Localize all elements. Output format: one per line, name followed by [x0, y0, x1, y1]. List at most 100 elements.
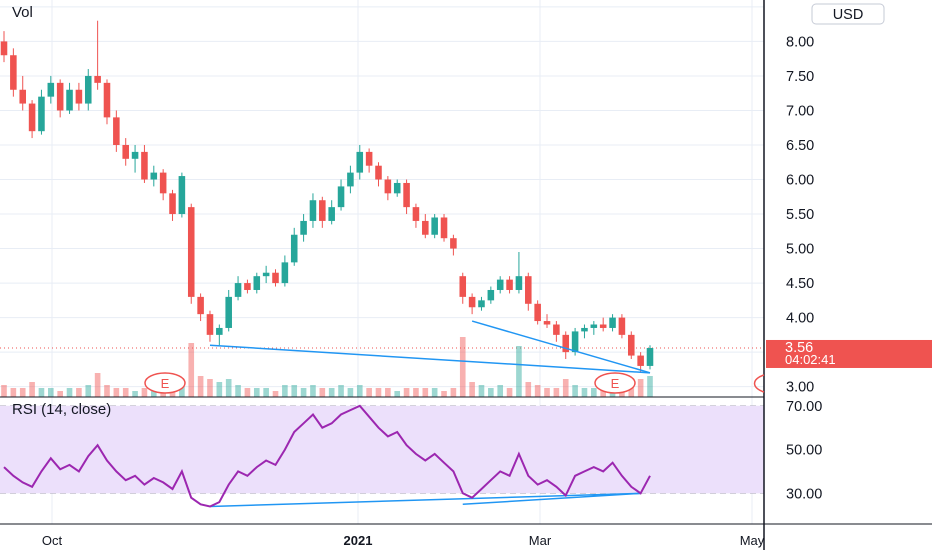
candle-body [384, 179, 392, 194]
candle-body [375, 165, 382, 180]
candle-body [150, 172, 158, 180]
candle-body [169, 193, 176, 215]
candle-body [468, 296, 476, 308]
rsi-trendline-short [462, 492, 641, 506]
price-tick-label: 7.50 [786, 69, 814, 85]
last-price-tag: 3.56 04:02:41 [766, 339, 932, 368]
volume-bar [216, 382, 223, 397]
volume-bar [356, 385, 363, 397]
volume-bar [38, 388, 45, 397]
candle-body [131, 151, 139, 159]
tick-labels: 3.003.504.004.505.005.506.006.507.007.50… [42, 34, 822, 548]
currency-button[interactable]: USD [811, 3, 885, 25]
volume-bar [141, 388, 148, 397]
candle-body [637, 355, 644, 366]
rsi-tick-label: 50.00 [786, 443, 822, 459]
volume-bar [94, 373, 101, 397]
candle-body [75, 89, 83, 104]
currency-button-label: USD [833, 7, 864, 23]
candle-body [113, 117, 120, 145]
volume-bar [534, 385, 541, 397]
candle-body [290, 234, 298, 263]
candle-body [356, 151, 364, 173]
trendlines[interactable] [209, 320, 651, 508]
candle-body [262, 272, 270, 277]
candle-body [347, 172, 354, 187]
candle-body [56, 82, 64, 111]
price-tick-label: 6.00 [786, 173, 814, 189]
earnings-marker-partial [753, 374, 765, 393]
volume-bar [488, 388, 494, 397]
earnings-marker[interactable]: E [594, 372, 636, 394]
countdown-label: 04:02:41 [785, 352, 836, 367]
candle-body [281, 262, 289, 284]
volume-bar [282, 385, 288, 397]
candle-body [431, 217, 438, 235]
candle-body [225, 296, 232, 328]
earnings-marker-label: E [611, 376, 620, 391]
volume-bar [310, 385, 316, 397]
candle-body [178, 176, 186, 215]
volume-bar [19, 388, 26, 397]
candle-body [141, 151, 148, 180]
candle-body [496, 279, 504, 290]
volume-bar [525, 382, 532, 397]
volume-bar [600, 388, 606, 397]
candle-body [459, 276, 467, 297]
candle-body [19, 89, 27, 104]
candle-body [234, 283, 242, 297]
volume-bar [572, 385, 578, 397]
candle-body [84, 75, 92, 104]
candle-body [66, 89, 73, 111]
rsi-line[interactable] [3, 404, 651, 508]
candle-body [38, 96, 45, 132]
volume-bar [375, 388, 382, 397]
volume-bar [478, 385, 485, 397]
volume-bar [516, 346, 522, 397]
volume-bar [553, 388, 560, 397]
price-trendline-short [471, 320, 651, 374]
price-tick-label: 5.50 [786, 207, 814, 223]
earnings-marker-edge [753, 374, 765, 393]
price-tick-label: 5.00 [786, 242, 814, 258]
price-candles[interactable] [0, 20, 654, 373]
candle-body [599, 324, 607, 328]
candle-body [412, 207, 420, 221]
candle-body [253, 276, 261, 290]
candle-body [506, 279, 513, 290]
volume-bar [113, 388, 120, 397]
candle-body [627, 334, 635, 356]
earnings-marker[interactable]: E [144, 372, 186, 394]
candle-body [393, 182, 401, 194]
volume-bar [263, 388, 269, 397]
volume-bar [591, 388, 597, 397]
volume-bar [66, 388, 73, 397]
volume-bar [347, 388, 354, 397]
volume-bar [188, 343, 195, 397]
candle-body [590, 324, 598, 328]
candle-body [122, 144, 129, 159]
volume-bar [197, 376, 204, 397]
candle-body [450, 238, 457, 249]
rsi-panel-label: RSI (14, close) [12, 401, 111, 418]
earnings-marker-shape [144, 372, 186, 394]
volume-bar [207, 379, 213, 397]
candle-body [328, 207, 335, 221]
candle-body [478, 300, 485, 308]
volume-bar [422, 388, 429, 397]
price-tick-label: 4.50 [786, 276, 814, 292]
candle-body [403, 182, 410, 208]
date-tick-label: Mar [529, 533, 552, 548]
volume-bar [76, 388, 82, 397]
candle-body [216, 327, 223, 335]
earnings-marker-label: E [161, 376, 170, 391]
candle-body [487, 289, 495, 301]
volume-bar [10, 388, 17, 397]
earnings-marker-shape [594, 372, 636, 394]
rsi-band [0, 405, 764, 494]
candle-body [581, 327, 588, 332]
candle-body [28, 103, 36, 132]
